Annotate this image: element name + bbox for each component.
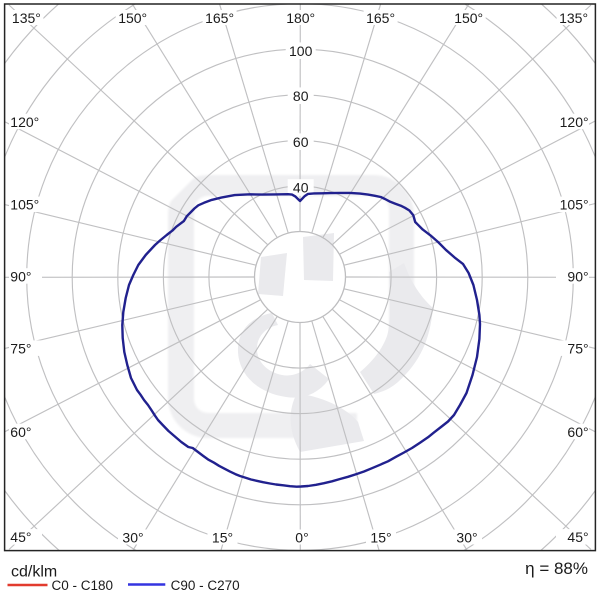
svg-text:60°: 60° xyxy=(567,424,588,440)
svg-text:150°: 150° xyxy=(454,10,483,26)
svg-text:105°: 105° xyxy=(10,197,39,213)
svg-text:40: 40 xyxy=(293,180,309,196)
svg-text:30°: 30° xyxy=(456,529,477,545)
svg-text:15°: 15° xyxy=(212,529,233,545)
svg-text:135°: 135° xyxy=(559,10,588,26)
svg-text:105°: 105° xyxy=(560,197,589,213)
svg-text:C0 - C180: C0 - C180 xyxy=(52,578,114,593)
svg-text:45°: 45° xyxy=(567,529,588,545)
svg-text:60: 60 xyxy=(293,134,309,150)
svg-text:180°: 180° xyxy=(286,10,315,26)
svg-text:η = 88%: η = 88% xyxy=(525,559,588,578)
svg-text:100: 100 xyxy=(289,43,313,59)
svg-text:150°: 150° xyxy=(118,10,147,26)
svg-text:30°: 30° xyxy=(122,529,143,545)
svg-text:75°: 75° xyxy=(567,341,588,357)
svg-text:cd/klm: cd/klm xyxy=(11,564,57,581)
svg-text:15°: 15° xyxy=(370,529,391,545)
svg-text:120°: 120° xyxy=(10,114,39,130)
svg-text:45°: 45° xyxy=(10,529,31,545)
svg-text:165°: 165° xyxy=(205,10,234,26)
svg-text:80: 80 xyxy=(293,88,309,104)
svg-text:90°: 90° xyxy=(10,268,31,284)
svg-text:90°: 90° xyxy=(567,268,588,284)
svg-text:75°: 75° xyxy=(10,341,31,357)
svg-text:165°: 165° xyxy=(366,10,395,26)
svg-text:120°: 120° xyxy=(560,114,589,130)
svg-text:135°: 135° xyxy=(12,10,41,26)
svg-text:0°: 0° xyxy=(295,529,308,545)
svg-text:60°: 60° xyxy=(10,424,31,440)
svg-text:C90 - C270: C90 - C270 xyxy=(171,578,240,593)
